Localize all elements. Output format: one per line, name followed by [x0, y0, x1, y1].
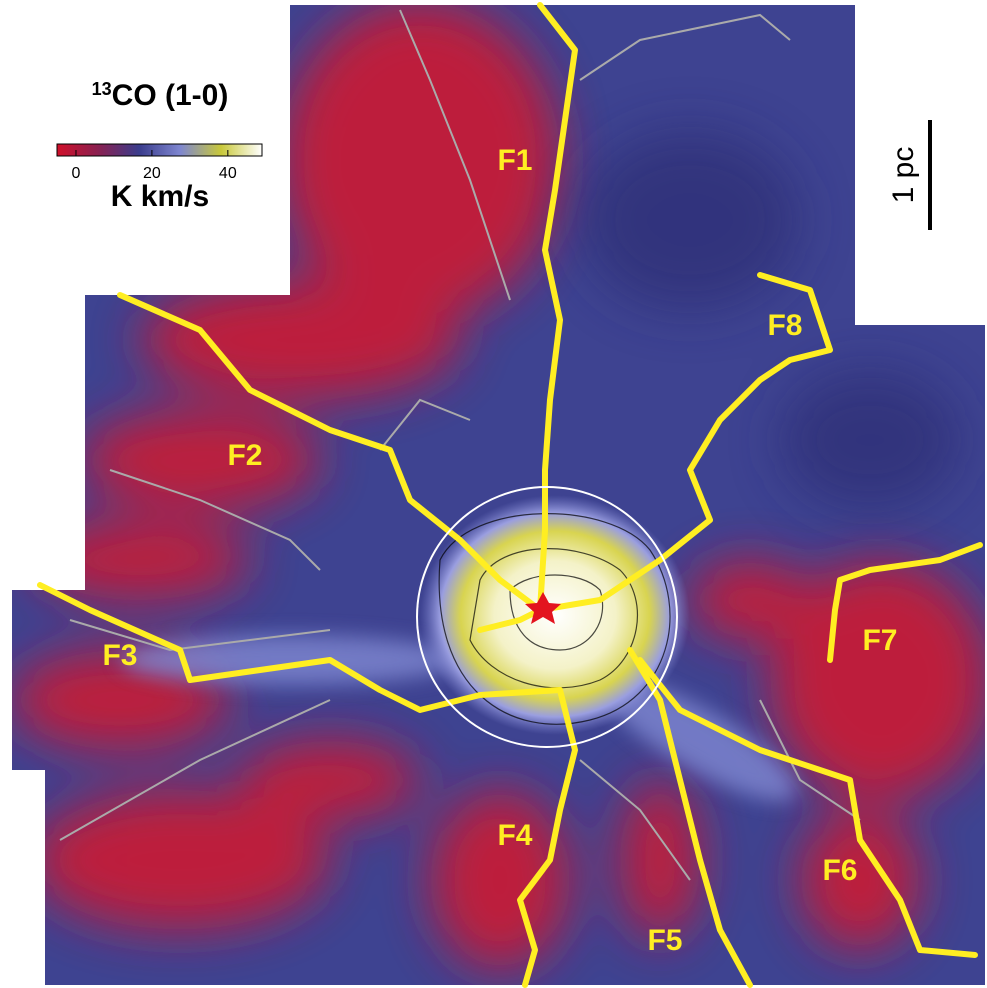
filament-label: F7	[862, 624, 897, 657]
filament-label: F2	[227, 439, 262, 472]
scale-bar-label: 1 pc	[887, 147, 920, 204]
colorbar-unit: K km/s	[111, 180, 209, 213]
sky-map: F1F2F3F4F5F6F7F8 13CO (1-0) 02040 K km/s…	[0, 0, 987, 988]
filament-label: F4	[497, 819, 532, 852]
title-text: CO (1-0)	[112, 79, 229, 112]
colorbar-tick-label: 40	[219, 165, 237, 182]
filament-label: F3	[102, 639, 137, 672]
filament-label: F1	[497, 144, 532, 177]
title-superscript: 13	[92, 79, 112, 99]
filament-label: F6	[822, 854, 857, 887]
filament-label: F5	[647, 924, 682, 957]
map-title: 13CO (1-0)	[92, 79, 229, 112]
colorbar	[57, 144, 262, 156]
filament-label: F8	[767, 309, 802, 342]
colorbar-tick-label: 0	[72, 165, 81, 182]
